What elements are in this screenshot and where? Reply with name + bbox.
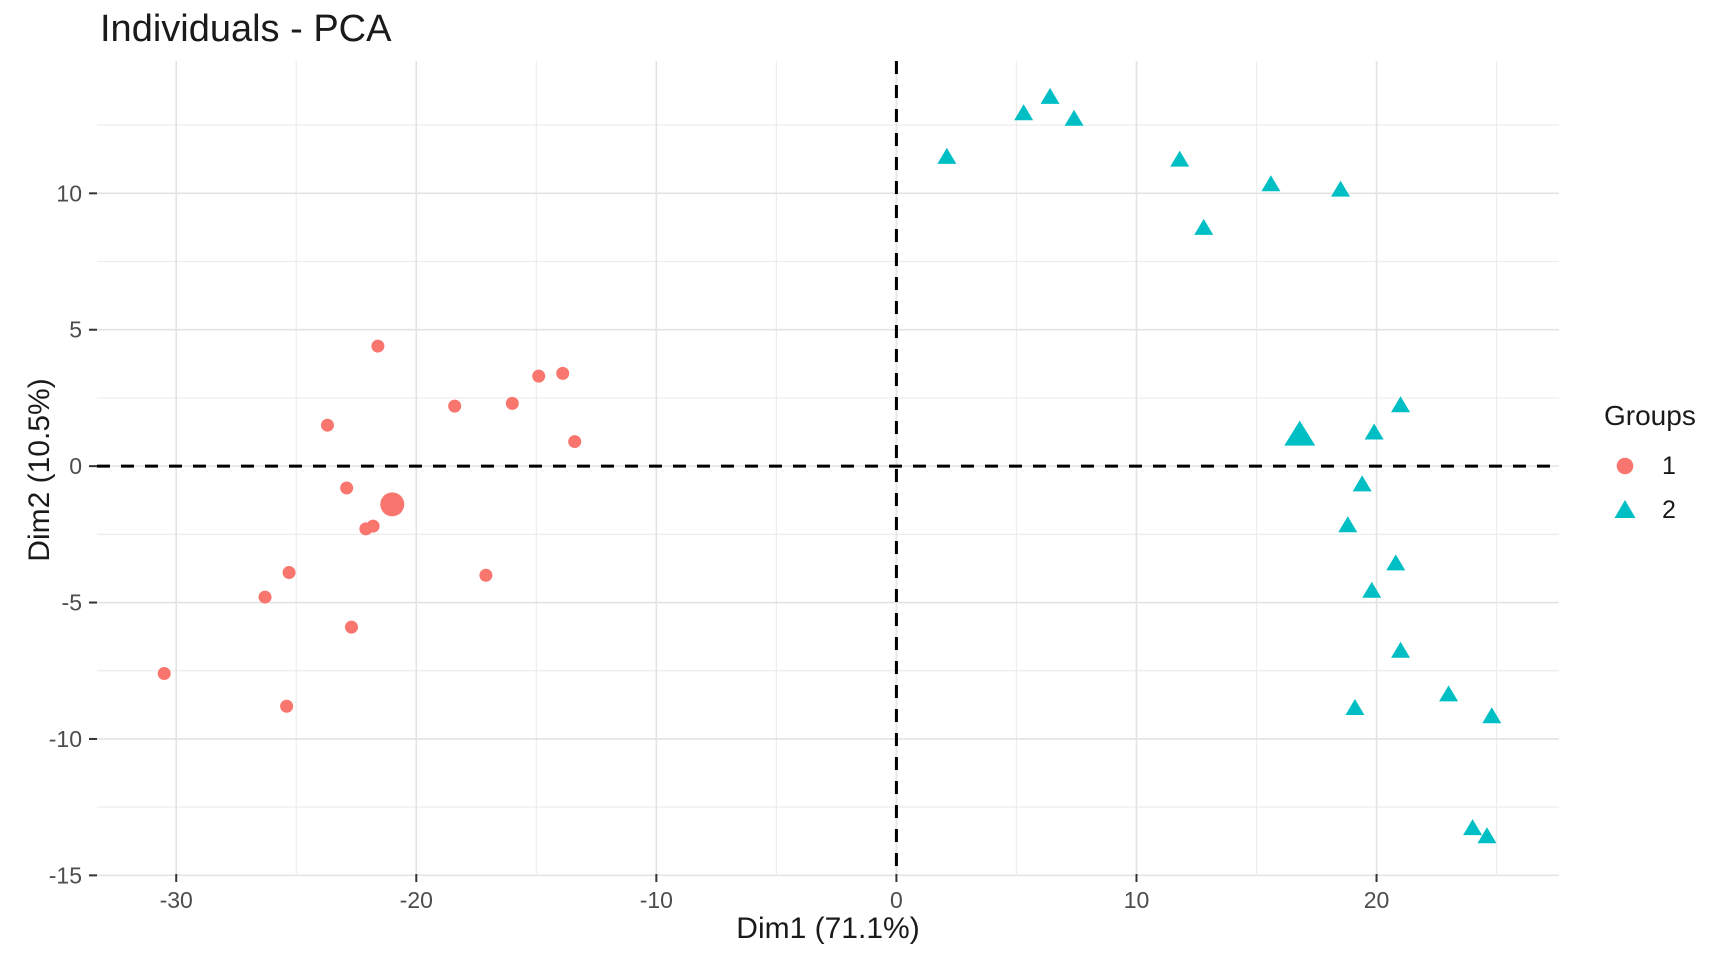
group1-circle-icon xyxy=(1604,448,1646,484)
data-point-group2 xyxy=(1439,685,1459,702)
data-point-group2 xyxy=(1014,104,1034,121)
data-point-group2 xyxy=(1338,516,1358,533)
data-point-group1 xyxy=(568,435,582,449)
data-point-group1 xyxy=(479,568,493,582)
data-point-group2 xyxy=(1391,641,1411,658)
data-point-group2 xyxy=(1391,396,1411,413)
data-point-group1 xyxy=(282,566,296,580)
x-tick-label: -20 xyxy=(400,887,433,913)
y-axis-title: Dim2 (10.5%) xyxy=(23,378,56,562)
data-point-group1 xyxy=(280,699,294,713)
data-point-group1 xyxy=(532,369,546,383)
legend: Groups 1 2 xyxy=(1604,400,1696,532)
group2-triangle-icon xyxy=(1604,492,1646,528)
data-point-group2 xyxy=(1477,827,1497,844)
y-tick-label: -15 xyxy=(49,862,82,888)
legend-item-label: 2 xyxy=(1662,495,1676,524)
data-point-group1 xyxy=(366,519,380,533)
data-point-group2 xyxy=(1463,819,1483,836)
data-point-group2 xyxy=(1194,218,1214,235)
data-point-group1 xyxy=(258,590,272,604)
x-tick-label: -10 xyxy=(640,887,673,913)
data-point-group1 xyxy=(157,666,171,680)
mean-point-group1 xyxy=(380,492,405,517)
y-tick-label: -10 xyxy=(49,726,82,752)
y-tick-label: 5 xyxy=(69,317,82,343)
x-tick-label: 10 xyxy=(1124,887,1150,913)
data-point-group2 xyxy=(1386,554,1406,571)
data-point-group2 xyxy=(1362,581,1382,598)
data-point-group2 xyxy=(937,147,957,164)
data-point-group2 xyxy=(1364,423,1384,440)
mean-point-group2 xyxy=(1284,420,1316,446)
data-point-group2 xyxy=(1170,150,1190,167)
y-tick-label: 10 xyxy=(56,180,82,206)
y-tick-label: -5 xyxy=(62,590,82,616)
x-tick-label: 20 xyxy=(1364,887,1390,913)
data-point-group1 xyxy=(320,418,334,432)
data-point-group1 xyxy=(344,620,358,634)
data-point-group1 xyxy=(340,481,354,495)
data-point-group1 xyxy=(371,339,385,353)
data-point-group2 xyxy=(1345,699,1365,716)
data-point-group2 xyxy=(1261,175,1281,192)
legend-item-label: 1 xyxy=(1662,451,1676,480)
data-point-group2 xyxy=(1352,475,1372,492)
data-point-group1 xyxy=(505,396,519,410)
y-tick-label: 0 xyxy=(69,453,82,479)
plot-title: Individuals - PCA xyxy=(100,8,392,50)
x-tick-label: -30 xyxy=(160,887,193,913)
data-point-group2 xyxy=(1482,707,1502,724)
x-tick-label: 0 xyxy=(890,887,903,913)
data-point-group2 xyxy=(1040,87,1060,104)
legend-item-group1: 1 xyxy=(1604,444,1696,488)
legend-title: Groups xyxy=(1604,400,1696,431)
data-point-group1 xyxy=(556,366,570,380)
x-axis-title: Dim1 (71.1%) xyxy=(736,912,920,945)
data-point-group2 xyxy=(1064,109,1084,126)
data-point-group1 xyxy=(448,399,462,413)
legend-item-group2: 2 xyxy=(1604,488,1696,532)
data-point-group2 xyxy=(1331,180,1351,197)
